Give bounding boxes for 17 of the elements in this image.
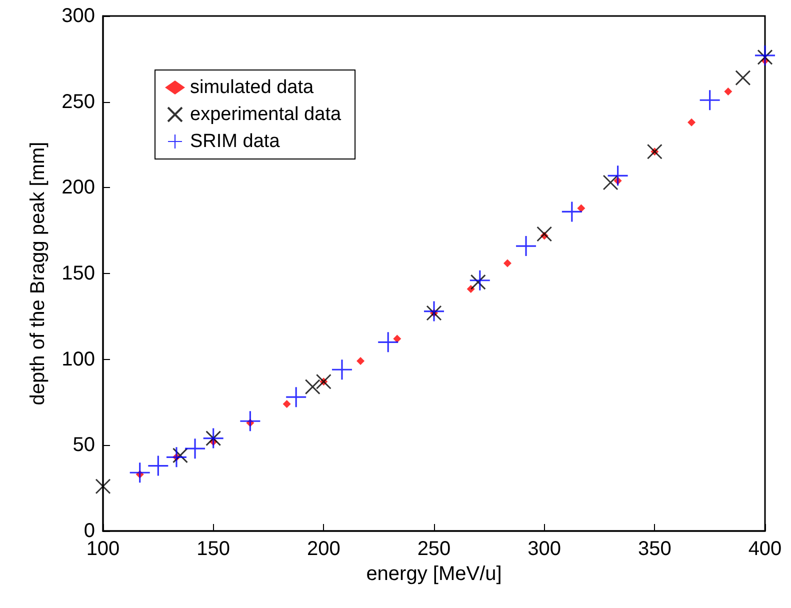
x-tick-label: 400	[748, 538, 782, 560]
x-tick-label: 300	[528, 538, 562, 560]
x-tick-label: 350	[638, 538, 672, 560]
legend-label: SRIM data	[190, 131, 280, 152]
y-tick-label: 300	[62, 5, 95, 27]
x-tick-label: 200	[306, 538, 340, 560]
y-tick-label: 100	[62, 348, 95, 370]
x-tick-label: 150	[196, 538, 230, 560]
legend-label: simulated data	[190, 77, 314, 98]
y-tick-label: 50	[72, 434, 95, 456]
legend-label: experimental data	[190, 104, 342, 125]
y-tick-label: 200	[62, 176, 95, 199]
y-tick-label: 250	[62, 90, 95, 113]
x-axis-title: energy [MeV/u]	[366, 562, 502, 585]
x-tick-label: 250	[417, 538, 451, 560]
y-tick-label: 150	[62, 262, 95, 284]
y-axis-title: depth of the Bragg peak [mm]	[27, 142, 49, 406]
